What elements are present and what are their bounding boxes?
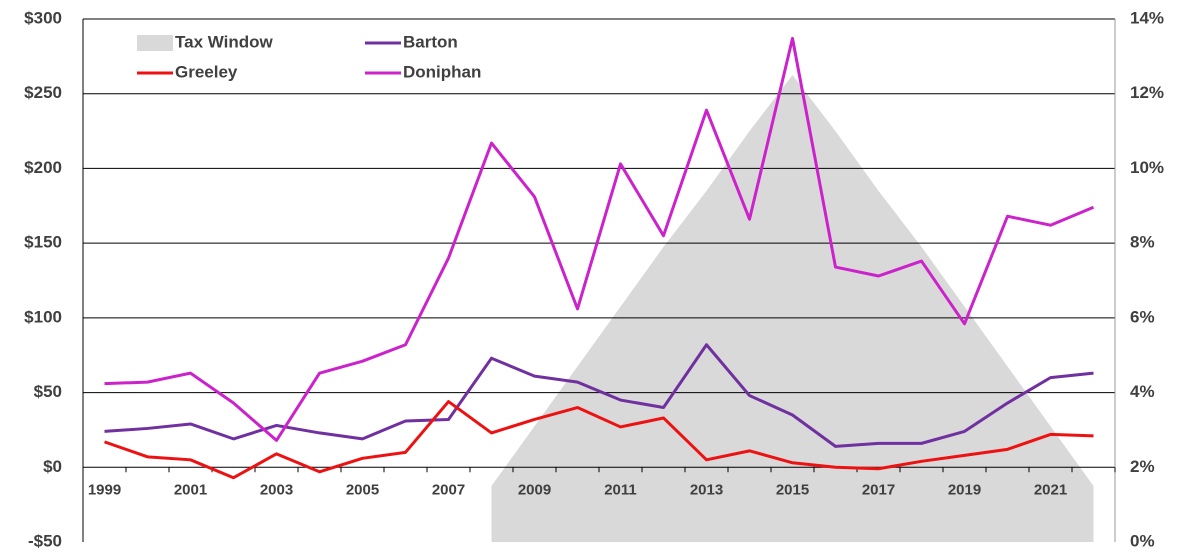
area — [491, 75, 1094, 543]
x-tick-label: 2007 — [432, 481, 465, 498]
y-tick-label: $150 — [24, 233, 62, 252]
x-tick-label: 2001 — [174, 481, 207, 498]
y-tick-label: $0 — [43, 457, 62, 476]
y2-tick-label: 2% — [1130, 457, 1155, 476]
y-tick-label: $300 — [24, 8, 62, 27]
line — [104, 400, 1094, 480]
x-tick-label: 2017 — [862, 481, 895, 498]
x-tick-label: 1999 — [88, 481, 121, 498]
y2-tick-label: 8% — [1130, 233, 1155, 252]
legend-label: Tax Window — [175, 32, 274, 51]
y2-tick-label: 6% — [1130, 307, 1155, 326]
legend-label: Greeley — [175, 62, 238, 81]
legend-label: Doniphan — [403, 62, 481, 81]
line — [104, 36, 1095, 442]
y-tick-label: $100 — [24, 307, 62, 326]
y2-tick-label: 12% — [1130, 83, 1164, 102]
y-tick-label: $50 — [34, 382, 62, 401]
y2-tick-label: 10% — [1130, 158, 1164, 177]
x-tick-label: 2009 — [518, 481, 551, 498]
x-tick-label: 2021 — [1034, 481, 1067, 498]
y2-tick-label: 4% — [1130, 382, 1155, 401]
legend-swatch — [137, 35, 173, 51]
line — [104, 343, 1094, 448]
x-tick-label: 2013 — [690, 481, 723, 498]
x-tick-label: 2015 — [776, 481, 809, 498]
y2-tick-label: 14% — [1130, 8, 1164, 27]
x-tick-label: 2011 — [604, 481, 637, 498]
y-tick-label: -$50 — [28, 531, 62, 550]
y-tick-label: $200 — [24, 158, 62, 177]
legend-label: Barton — [403, 32, 458, 51]
y2-tick-label: 0% — [1130, 531, 1155, 550]
x-tick-label: 2019 — [948, 481, 981, 498]
x-tick-label: 2003 — [260, 481, 293, 498]
y-tick-label: $250 — [24, 83, 62, 102]
x-tick-label: 2005 — [346, 481, 379, 498]
